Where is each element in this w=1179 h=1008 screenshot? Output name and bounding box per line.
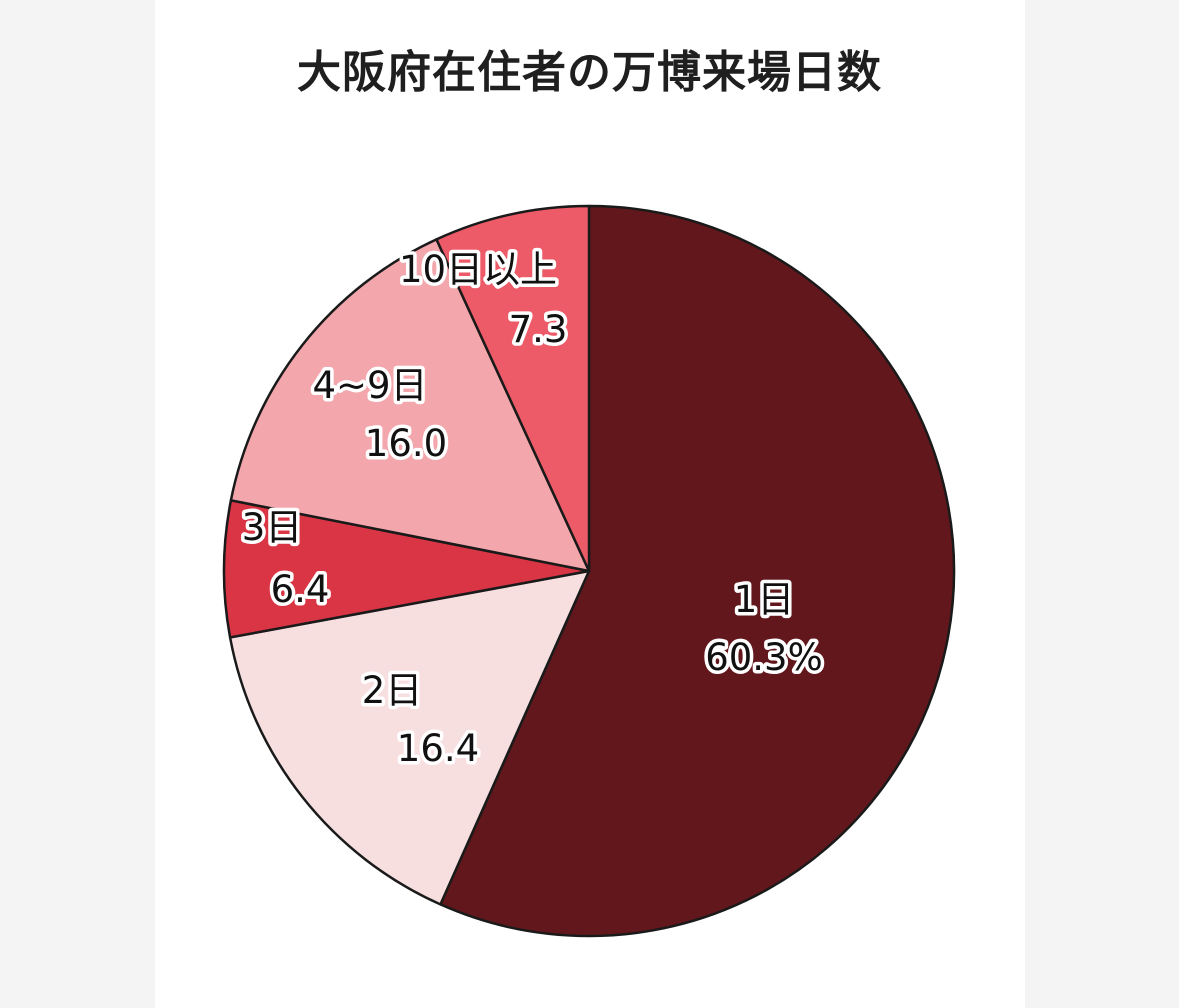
slice-value-1: 60.3%	[705, 636, 823, 679]
pie-slices	[222, 204, 956, 938]
pie-labels: 1日 60.3% 2日 16.4 3日 6.4 4~9日 16.0 10日以上 7.3	[238, 245, 826, 774]
slice-label-3: 3日	[242, 506, 303, 549]
slice-value-5: 7.3	[509, 308, 568, 351]
slice-label-1: 1日	[734, 578, 795, 621]
slice-value-3: 6.4	[271, 568, 330, 611]
pie-slice-3	[222, 499, 591, 639]
pie-slice-2	[228, 569, 591, 906]
slice-value-4: 16.0	[365, 422, 447, 465]
slice-label-4: 4~9日	[312, 364, 427, 407]
slice-label-2: 2日	[362, 669, 423, 712]
slice-value-2: 16.4	[397, 727, 479, 770]
pie-slice-5	[435, 204, 591, 573]
slice-label-5: 10日以上	[399, 248, 557, 291]
chart-title: 大阪府在住者の万博来場日数	[297, 47, 882, 98]
pie-slice-4	[229, 238, 591, 573]
pie-slice-1	[439, 204, 956, 938]
